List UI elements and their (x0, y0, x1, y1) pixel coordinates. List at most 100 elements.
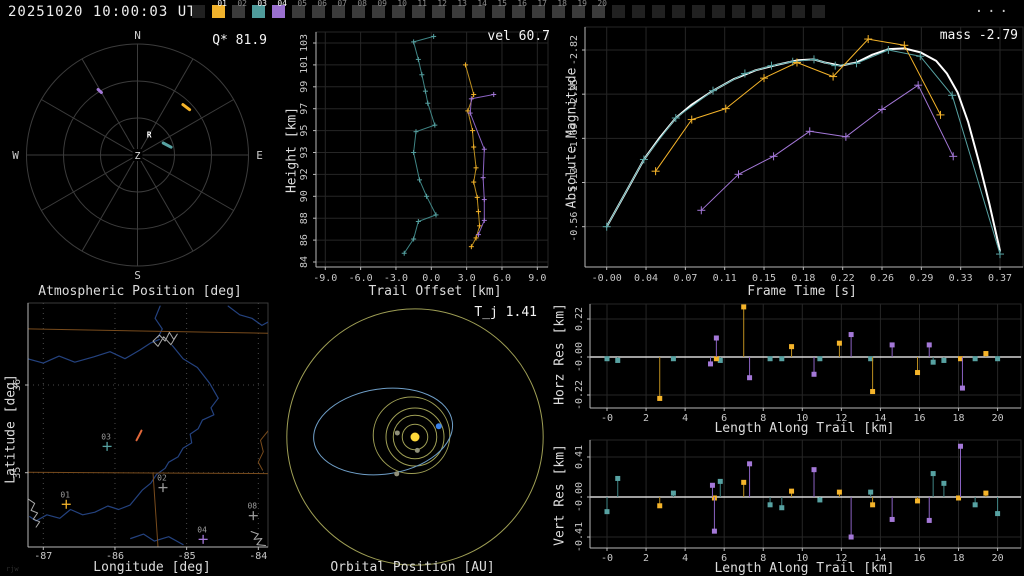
station-label-08: 08 (247, 502, 257, 511)
sky-trail-01 (181, 103, 192, 112)
camera-tile-16[interactable]: 16 (512, 0, 527, 18)
y-tick-label: 92 (299, 168, 310, 180)
camera-tile-empty-21 (612, 5, 625, 18)
trail-offset-chart: -9.0 -6.0 -3.0 0.0 3.0 6.0 9.0 84 86 88 90 92 93 95 97… (299, 31, 549, 284)
planet-marker-2 (394, 471, 400, 477)
y-tick-label: 84 (299, 256, 310, 268)
x-tick-label: 10 (796, 553, 808, 564)
overflow-menu-button[interactable]: ... (974, 0, 1012, 16)
camera-tile-20[interactable]: 20 (592, 0, 607, 18)
camera-tile-number: 12 (437, 0, 447, 8)
camera-tile-07[interactable]: 07 (332, 0, 347, 18)
zenith-label-backing (132, 149, 143, 161)
camera-tile-number: 01 (217, 0, 227, 8)
planet-marker-1 (414, 447, 420, 453)
x-tick-label: -9.0 (313, 273, 337, 284)
camera-tile-strip: 01 02 03 04 05 06 07 08 09 10 11 12 13 14 15 16 17 18 19 20 (192, 0, 825, 18)
river (29, 397, 219, 522)
x-tick-label: 0.26 (870, 273, 894, 284)
camera-tile-06[interactable]: 06 (312, 0, 327, 18)
tisserand-readout: T_j 1.41 (474, 305, 537, 320)
x-tick-label: -6.0 (349, 273, 373, 284)
camera-tile-02[interactable]: 02 (232, 0, 247, 18)
marker-camera-03 (868, 356, 874, 362)
utc-timestamp: 20251020 10:00:03 UTC (8, 4, 207, 20)
x-tick-label: -87 (34, 551, 52, 562)
camera-tile-19[interactable]: 19 (572, 0, 587, 18)
x-tick-label: 8 (760, 553, 766, 564)
y-tick-label: 0.22 (574, 307, 585, 331)
marker-camera-03 (930, 471, 936, 477)
y-tick-label: 86 (299, 234, 310, 246)
camera-tile-18[interactable]: 18 (552, 0, 567, 18)
mass-readout: mass -2.79 (939, 28, 1018, 43)
state-border (28, 328, 268, 334)
x-tick-label: -84 (249, 551, 267, 562)
x-tick-label: 2 (643, 413, 649, 424)
camera-tile-number: 13 (457, 0, 467, 8)
marker-camera-03 (717, 357, 723, 363)
y-tick-label: 88 (299, 212, 310, 224)
marker-camera-01 (836, 489, 842, 495)
station-label-01: 01 (60, 490, 70, 499)
earth-marker (435, 423, 442, 430)
river (171, 344, 219, 399)
camera-tile-13[interactable]: 13 (452, 0, 467, 18)
marker-camera-03 (604, 356, 610, 362)
marker-camera-03 (615, 357, 621, 363)
camera-tile-09[interactable]: 09 (372, 0, 387, 18)
state-border (28, 471, 268, 475)
marker-camera-01 (657, 395, 663, 401)
camera-tile-01[interactable]: 01 (212, 0, 227, 18)
camera-tile-10[interactable]: 10 (392, 0, 407, 18)
station-label-03: 03 (101, 432, 111, 441)
camera-tile-number: 14 (477, 0, 487, 8)
camera-tile-08[interactable]: 08 (352, 0, 367, 18)
camera-tile-empty-27 (732, 5, 745, 18)
x-tick-label: -0 (601, 553, 613, 564)
watermark: rjw (6, 565, 19, 573)
marker-camera-04 (747, 461, 753, 467)
marker-camera-03 (995, 511, 1001, 517)
camera-tile-empty-24 (672, 5, 685, 18)
magnitude-xlabel: Frame Time [s] (747, 284, 857, 299)
camera-tile-empty-29 (772, 5, 785, 18)
x-tick-label: 14 (874, 413, 886, 424)
river (227, 305, 268, 326)
camera-tile-05[interactable]: 05 (292, 0, 307, 18)
camera-tile-04[interactable]: 04 (272, 0, 287, 18)
x-tick-label: 10 (796, 413, 808, 424)
marker-camera-04 (889, 342, 895, 348)
meteor-ground-track (135, 429, 143, 442)
x-tick-label: 0.37 (988, 273, 1012, 284)
camera-tile-11[interactable]: 11 (412, 0, 427, 18)
camera-tile-15[interactable]: 15 (492, 0, 507, 18)
marker-camera-01 (789, 488, 795, 494)
marker-camera-04 (811, 467, 817, 473)
ground-map-chart: -87 -86 -85 -84 35 36 01 02 03 04 08 (12, 302, 269, 562)
camera-tile-17[interactable]: 17 (532, 0, 547, 18)
y-tick-label: -0.41 (574, 522, 585, 552)
zenith-label: Z (134, 151, 140, 162)
marker-camera-03 (670, 356, 676, 362)
trail-xlabel: Trail Offset [km] (368, 284, 502, 299)
y-tick-label: 35 (12, 467, 23, 479)
camera-tile-number: 03 (257, 0, 267, 8)
camera-tile-03[interactable]: 03 (252, 0, 267, 18)
x-tick-label: 0.18 (791, 273, 815, 284)
marker-camera-04 (926, 342, 932, 348)
map-features: 01 02 03 04 08 (28, 305, 268, 547)
x-tick-label: 12 (835, 553, 847, 564)
marker-camera-01 (983, 351, 989, 357)
camera-tile-14[interactable]: 14 (472, 0, 487, 18)
camera-tile-number: 07 (337, 0, 347, 8)
marker-camera-01 (915, 370, 921, 376)
camera-tile-number: 10 (397, 0, 407, 8)
orbit-chart (286, 308, 544, 566)
x-tick-label: 16 (913, 413, 925, 424)
camera-tile-12[interactable]: 12 (432, 0, 447, 18)
compass-west: W (12, 149, 19, 162)
y-tick-label: 101 (299, 56, 310, 74)
plot-frame (589, 439, 1022, 549)
